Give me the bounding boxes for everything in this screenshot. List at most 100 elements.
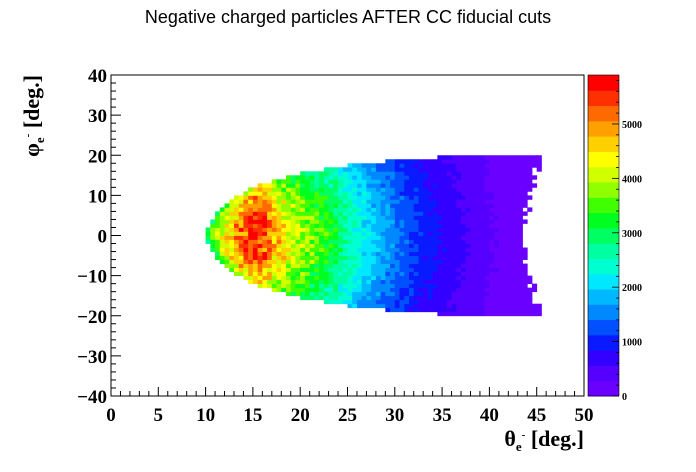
heatmap-cell: [531, 183, 538, 188]
heatmap-cell: [423, 235, 429, 240]
heatmap-cell: [484, 275, 490, 281]
heatmap-cell: [404, 183, 410, 188]
heatmap-cell: [489, 263, 495, 268]
heatmap-cell: [517, 199, 523, 204]
heatmap-cell: [498, 199, 504, 204]
heatmap-cell: [309, 243, 315, 248]
heatmap-cell: [413, 243, 419, 248]
heatmap-cell: [342, 231, 348, 236]
heatmap-cell: [300, 247, 306, 252]
heatmap-cell: [427, 179, 434, 184]
heatmap-cell: [399, 159, 405, 164]
heatmap-cell: [229, 203, 235, 208]
heatmap-cell: [257, 243, 263, 248]
heatmap-cell: [300, 199, 306, 204]
heatmap-cell: [215, 251, 221, 256]
heatmap-cell: [380, 187, 386, 192]
heatmap-cell: [252, 235, 259, 240]
heatmap-cell: [451, 207, 457, 212]
heatmap-cell: [233, 239, 240, 244]
heatmap-cell: [215, 223, 221, 228]
heatmap-cell: [271, 187, 277, 192]
heatmap-cell: [508, 247, 514, 252]
heatmap-cell: [527, 291, 533, 297]
color-scale-step: [588, 273, 619, 290]
heatmap-cell: [465, 279, 471, 285]
heatmap-cell: [418, 179, 424, 184]
heatmap-cell: [456, 211, 462, 216]
color-scale-step: [588, 90, 619, 107]
heatmap-cell: [437, 171, 443, 176]
heatmap-cell: [427, 279, 434, 285]
heatmap-cell: [356, 287, 363, 293]
heatmap-cell: [470, 211, 476, 216]
heatmap-cell: [276, 219, 282, 224]
heatmap-cell: [527, 171, 533, 176]
heatmap-cell: [375, 215, 382, 220]
heatmap-cell: [361, 219, 367, 224]
heatmap-cell: [489, 243, 495, 248]
heatmap-cell: [361, 231, 367, 236]
heatmap-cell: [503, 191, 509, 196]
heatmap-cell: [352, 175, 358, 180]
heatmap-cell: [281, 259, 287, 264]
heatmap-cell: [494, 283, 500, 289]
heatmap-cell: [262, 239, 268, 244]
heatmap-cell: [356, 267, 363, 273]
heatmap-cell: [432, 243, 438, 248]
heatmap-cell: [465, 263, 471, 268]
heatmap-cell: [494, 203, 500, 208]
heatmap-cell: [423, 175, 429, 180]
heatmap-cell: [503, 263, 509, 268]
heatmap-cell: [304, 179, 311, 184]
heatmap-cell: [423, 271, 429, 277]
heatmap-cell: [479, 287, 486, 293]
heatmap-cell: [413, 283, 419, 289]
heatmap-cell: [489, 279, 495, 285]
heatmap-cell: [342, 295, 348, 301]
heatmap-cell: [338, 267, 344, 273]
heatmap-cell: [470, 275, 476, 281]
heatmap-cell: [498, 227, 504, 232]
heatmap-cell: [224, 215, 230, 220]
heatmap-cell: [413, 271, 419, 277]
heatmap-cell: [290, 219, 296, 224]
heatmap-cell: [437, 183, 443, 188]
heatmap-cell: [484, 303, 490, 309]
y-tick-label: 40: [88, 66, 107, 87]
heatmap-cell: [432, 191, 438, 196]
heatmap-cell: [503, 215, 509, 220]
heatmap-cell: [418, 231, 424, 236]
heatmap-cell: [210, 223, 216, 228]
heatmap-cell: [427, 175, 434, 180]
heatmap-cell: [323, 259, 329, 264]
heatmap-cell: [304, 279, 311, 285]
heatmap-cell: [484, 255, 490, 260]
heatmap-cell: [517, 215, 523, 220]
heatmap-cell: [432, 291, 438, 297]
heatmap-cell: [380, 167, 386, 172]
heatmap-cell: [484, 219, 490, 224]
heatmap-cell: [290, 183, 296, 188]
heatmap-cell: [361, 247, 367, 252]
heatmap-cell: [498, 251, 504, 256]
heatmap-cell: [309, 291, 315, 297]
heatmap-cell: [375, 239, 382, 244]
heatmap-cell: [423, 183, 429, 188]
heatmap-cell: [342, 243, 348, 248]
heatmap-cell: [281, 251, 287, 256]
heatmap-cell: [328, 183, 334, 188]
heatmap-cell: [233, 195, 240, 200]
heatmap-cell: [304, 183, 311, 188]
heatmap-cell: [361, 179, 367, 184]
heatmap-cell: [229, 235, 235, 240]
heatmap-cell: [286, 275, 292, 281]
heatmap-cell: [281, 199, 287, 204]
heatmap-cell: [333, 211, 339, 216]
heatmap-cell: [522, 303, 528, 309]
heatmap-cell: [451, 211, 457, 216]
heatmap-cell: [304, 287, 311, 293]
heatmap-cell: [475, 155, 481, 160]
heatmap-cell: [224, 243, 230, 248]
heatmap-cell: [442, 223, 448, 228]
